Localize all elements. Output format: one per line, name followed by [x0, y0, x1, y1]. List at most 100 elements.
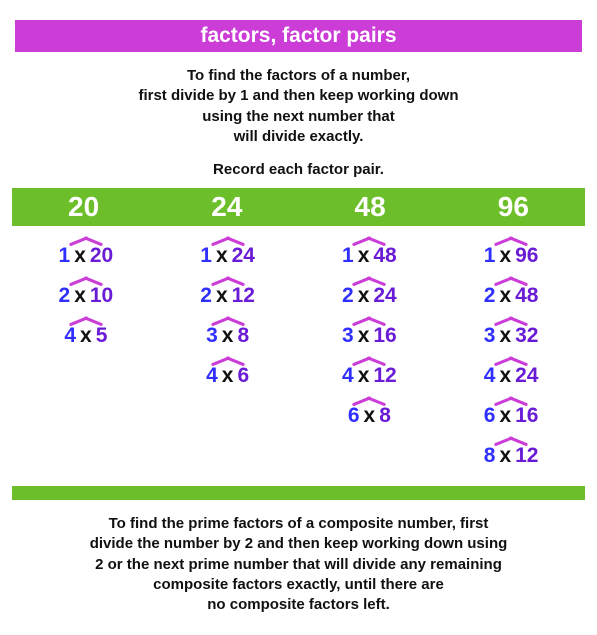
factor-right: 8: [237, 324, 249, 348]
factor-column: 1x242x123x84x6: [157, 234, 299, 468]
times-symbol: x: [499, 244, 511, 268]
factor-right: 12: [232, 284, 255, 308]
bottom-line: no composite factors left.: [207, 596, 390, 613]
bottom-line: composite factors exactly, until there a…: [153, 576, 444, 593]
factor-pair: 3x32: [484, 314, 539, 348]
factor-pair: 8x12: [484, 434, 539, 468]
factor-column: 1x482x243x164x126x8: [299, 234, 441, 468]
factor-pair-text: 3x16: [342, 324, 397, 348]
factor-pair-text: 4x5: [64, 324, 107, 348]
factor-right: 24: [515, 364, 538, 388]
factor-pair: 1x24: [200, 234, 255, 268]
bottom-line: 2 or the next prime number that will div…: [95, 556, 502, 573]
factor-left: 6: [348, 404, 360, 428]
factor-right: 12: [373, 364, 396, 388]
caret-icon: [64, 314, 108, 326]
times-symbol: x: [358, 284, 370, 308]
caret-icon: [489, 354, 533, 366]
factor-pair: 4x24: [484, 354, 539, 388]
times-symbol: x: [74, 284, 86, 308]
factor-column: 1x962x483x324x246x168x12: [440, 234, 582, 468]
caret-icon: [206, 354, 250, 366]
caret-icon: [489, 234, 533, 246]
factor-right: 16: [373, 324, 396, 348]
times-symbol: x: [364, 404, 376, 428]
factor-left: 6: [484, 404, 496, 428]
caret-icon: [347, 394, 391, 406]
factor-left: 2: [59, 284, 71, 308]
factor-left: 1: [200, 244, 212, 268]
header-cell: 20: [12, 191, 155, 223]
factor-left: 1: [342, 244, 354, 268]
factor-right: 12: [515, 444, 538, 468]
caret-icon: [64, 274, 108, 286]
divider-bar: [12, 486, 585, 500]
caret-icon: [489, 274, 533, 286]
factor-pair-text: 1x20: [59, 244, 114, 268]
times-symbol: x: [358, 364, 370, 388]
factor-column: 1x20 2x10 4x5: [15, 234, 157, 468]
header-row: 20244896: [12, 188, 585, 226]
caret-icon: [206, 314, 250, 326]
caret-icon: [347, 354, 391, 366]
factor-left: 2: [342, 284, 354, 308]
factor-pair: 3x16: [342, 314, 397, 348]
caret-icon: [489, 394, 533, 406]
factor-left: 1: [59, 244, 71, 268]
caret-icon: [489, 434, 533, 446]
caret-icon: [347, 274, 391, 286]
times-symbol: x: [80, 324, 92, 348]
times-symbol: x: [499, 324, 511, 348]
factor-right: 24: [232, 244, 255, 268]
factor-right: 5: [96, 324, 108, 348]
caret-icon: [206, 274, 250, 286]
factor-left: 3: [342, 324, 354, 348]
factor-pair-text: 4x6: [206, 364, 249, 388]
factor-pair-text: 1x48: [342, 244, 397, 268]
intro-line: using the next number that: [202, 108, 395, 125]
factor-pair-text: 4x12: [342, 364, 397, 388]
factor-pair-text: 6x8: [348, 404, 391, 428]
times-symbol: x: [358, 324, 370, 348]
bottom-line: To find the prime factors of a composite…: [109, 515, 489, 532]
factor-pair: 6x8: [347, 394, 391, 428]
times-symbol: x: [499, 284, 511, 308]
factor-left: 2: [484, 284, 496, 308]
factor-right: 8: [379, 404, 391, 428]
times-symbol: x: [499, 404, 511, 428]
factor-pair: 2x24: [342, 274, 397, 308]
factor-right: 16: [515, 404, 538, 428]
factor-columns: 1x202x104x51x242x123x84x61x482x243x164x1…: [15, 234, 582, 468]
factor-pair: 2x10: [59, 274, 114, 308]
factor-pair: 6x16: [484, 394, 539, 428]
factor-right: 24: [373, 284, 396, 308]
intro-line: first divide by 1 and then keep working …: [138, 87, 458, 104]
factor-pair-text: 4x24: [484, 364, 539, 388]
intro-line: To find the factors of a number,: [187, 67, 410, 84]
factor-pair: 4x6: [206, 354, 250, 388]
bottom-line: divide the number by 2 and then keep wor…: [90, 535, 508, 552]
factor-pair-text: 2x48: [484, 284, 539, 308]
caret-icon: [64, 234, 108, 246]
record-text: Record each factor pair.: [15, 157, 582, 188]
bottom-text: To find the prime factors of a composite…: [15, 500, 582, 615]
factor-left: 4: [206, 364, 218, 388]
factor-right: 48: [373, 244, 396, 268]
times-symbol: x: [216, 244, 228, 268]
factor-right: 48: [515, 284, 538, 308]
factor-pair: 4x12: [342, 354, 397, 388]
factor-pair-text: 2x24: [342, 284, 397, 308]
factor-left: 3: [206, 324, 218, 348]
times-symbol: x: [216, 284, 228, 308]
factor-right: 32: [515, 324, 538, 348]
factor-right: 96: [515, 244, 538, 268]
times-symbol: x: [358, 244, 370, 268]
title-bar: factors, factor pairs: [15, 20, 582, 52]
factor-pair-text: 1x24: [200, 244, 255, 268]
times-symbol: x: [74, 244, 86, 268]
caret-icon: [347, 314, 391, 326]
factor-pair: 2x48: [484, 274, 539, 308]
factor-right: 6: [237, 364, 249, 388]
header-cell: 24: [155, 191, 298, 223]
factor-pair: 1x20: [59, 234, 114, 268]
